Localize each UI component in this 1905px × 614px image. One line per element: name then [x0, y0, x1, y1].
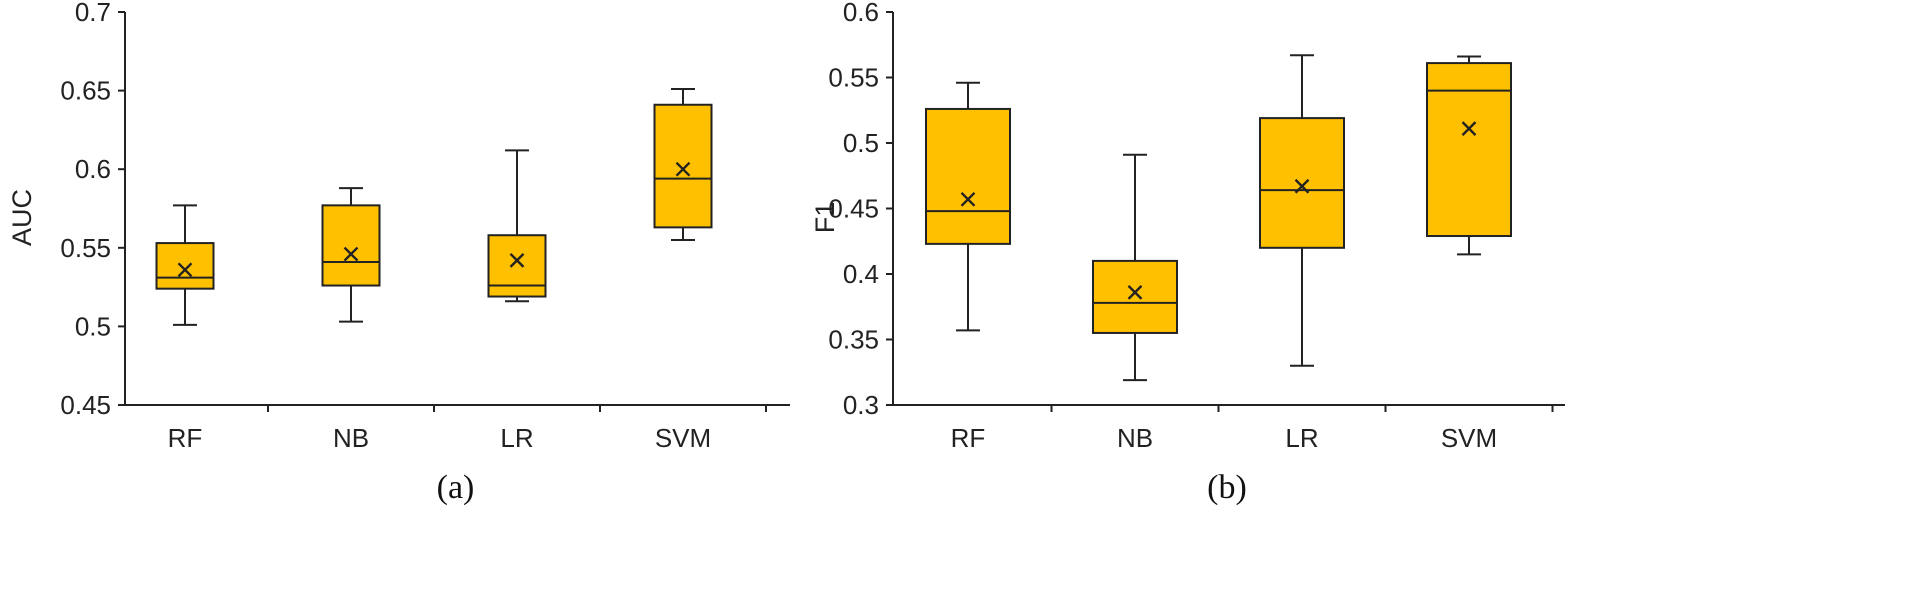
y-tick-label: 0.5: [75, 311, 111, 341]
mean-marker: [1294, 178, 1310, 194]
x-tick-label: RF: [168, 423, 203, 453]
y-tick-label: 0.7: [75, 0, 111, 27]
box-lr: [1259, 54, 1345, 367]
box-nb: [321, 187, 381, 323]
y-tick-label: 0.55: [828, 63, 879, 93]
mean-marker: [343, 246, 359, 262]
iqr-box: [155, 242, 215, 290]
x-tick-label: LR: [500, 423, 533, 453]
box-svm: [1426, 55, 1512, 256]
box-lr: [487, 149, 547, 303]
x-tick-label: SVM: [1441, 423, 1497, 453]
mean-marker: [675, 161, 691, 177]
x-tick-label: LR: [1285, 423, 1318, 453]
y-tick-label: 0.3: [843, 390, 879, 420]
box-nb: [1092, 153, 1178, 382]
y-tick-label: 0.45: [60, 390, 111, 420]
mean-marker: [960, 191, 976, 207]
y-tick-label: 0.35: [828, 325, 879, 355]
x-tick-label: NB: [333, 423, 369, 453]
y-tick-label: 0.45: [828, 194, 879, 224]
iqr-box: [1426, 62, 1512, 238]
y-axis-label: F1: [810, 202, 840, 234]
y-tick-label: 0.65: [60, 76, 111, 106]
iqr-box: [321, 204, 381, 287]
y-tick-label: 0.55: [60, 233, 111, 263]
panel-b: 0.3 0.35 0.4 0.45 0.5 0.55 0.6 F1 RF NB LR SVM (b): [810, 0, 1565, 506]
mean-marker: [509, 253, 525, 268]
panel-a: 0.45 0.5 0.55 0.6 0.65 0.7 AUC RF NB LR SVM (a): [7, 0, 790, 506]
iqr-box: [487, 234, 547, 298]
box-rf: [155, 204, 215, 326]
mean-marker: [1127, 284, 1143, 300]
iqr-box: [1259, 117, 1345, 249]
x-tick-label: RF: [951, 423, 986, 453]
x-tick-label: NB: [1117, 423, 1153, 453]
iqr-box: [925, 107, 1011, 245]
x-tick-label: SVM: [655, 423, 711, 453]
box-svm: [653, 88, 713, 241]
iqr-box: [1092, 259, 1178, 334]
y-axis-label: AUC: [7, 189, 37, 246]
mean-marker: [177, 262, 193, 278]
y-tick-label: 0.4: [843, 259, 879, 289]
y-tick-label: 0.5: [843, 128, 879, 158]
iqr-box: [653, 103, 713, 229]
box-rf: [925, 81, 1011, 332]
panel-caption: (a): [437, 469, 475, 506]
y-tick-label: 0.6: [843, 0, 879, 27]
panel-caption: (b): [1207, 469, 1247, 506]
y-tick-label: 0.6: [75, 154, 111, 184]
mean-marker: [1461, 121, 1477, 136]
